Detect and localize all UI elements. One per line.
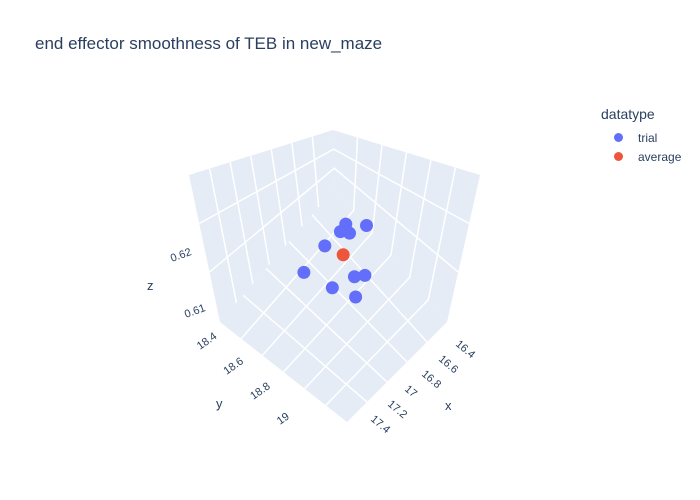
legend-title: datatype: [601, 106, 655, 122]
legend: datatype trial average: [601, 106, 681, 166]
x-tick-label: 16.6: [436, 353, 460, 376]
data-point-trial: [333, 225, 347, 239]
data-point-trial: [347, 270, 361, 284]
grid-line: [208, 168, 238, 304]
legend-label-trial: trial: [638, 130, 658, 145]
legend-item-trial[interactable]: trial: [614, 128, 681, 147]
grid-line: [371, 144, 383, 233]
grid-line: [265, 267, 388, 383]
floor-plane: [220, 188, 447, 422]
grid-line: [291, 142, 303, 227]
x-tick-label: 17.4: [368, 413, 392, 436]
grid-line: [352, 137, 359, 211]
y-tick-label: 18.6: [222, 355, 246, 377]
x-tick-label: 17: [402, 383, 419, 400]
data-point-trial: [297, 265, 311, 279]
y-axis-title: y: [216, 396, 223, 411]
grid-line: [408, 159, 432, 278]
grid-line: [208, 167, 459, 273]
z-tick-label: 0.62: [169, 246, 193, 265]
y-tick-label: 18.8: [248, 380, 272, 402]
grid-line: [304, 276, 411, 390]
grid-line: [282, 254, 392, 373]
grid-line: [270, 149, 287, 246]
grid-line: [261, 232, 373, 356]
y-tick-label: 18.4: [195, 330, 219, 352]
grid-line: [229, 162, 254, 284]
x-tick-label: 16.8: [419, 368, 443, 391]
legend-marker-average: [614, 152, 623, 161]
x-axis-title: x: [445, 398, 452, 413]
data-point-trial: [349, 290, 363, 304]
grid-line: [427, 167, 457, 300]
data-point-average: [336, 248, 350, 262]
x-tick-label: 17.2: [385, 398, 409, 421]
grid-line: [311, 136, 320, 208]
grid-line: [198, 148, 470, 225]
x-tick-label: 16.4: [453, 338, 477, 361]
legend-item-average[interactable]: average: [614, 147, 681, 166]
grid-line: [288, 241, 408, 363]
z-tick-label: 0.61: [183, 302, 207, 321]
data-point-trial: [358, 268, 372, 282]
grid-line: [242, 294, 368, 403]
grid-line: [390, 152, 408, 256]
grid-line: [325, 299, 429, 406]
y-tick-label: 19: [275, 411, 292, 428]
right-wall-plane: [333, 130, 480, 322]
legend-label-average: average: [638, 149, 682, 164]
chart-title: end effector smoothness of TEB in new_ma…: [35, 34, 383, 53]
z-axis-title: z: [147, 278, 154, 293]
data-point-trial: [360, 218, 374, 232]
grid-line: [249, 155, 271, 265]
legend-marker-trial: [614, 133, 623, 142]
data-point-trial: [325, 281, 339, 295]
data-point-trial: [318, 239, 332, 253]
